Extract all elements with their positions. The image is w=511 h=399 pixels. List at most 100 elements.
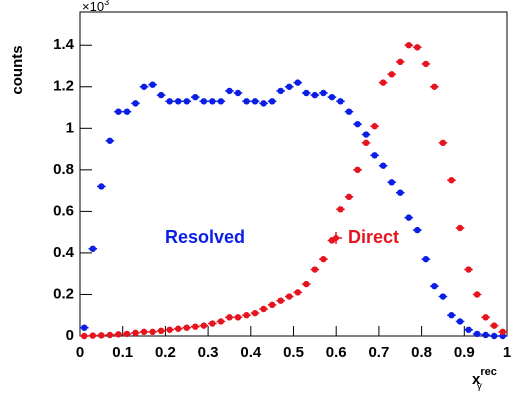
data-point [405,42,412,49]
data-point [192,323,199,330]
data-point [200,322,208,329]
x-tick-label: 0.8 [411,344,432,361]
data-point [81,324,88,331]
x-tick-label: 0.4 [240,344,262,361]
series-label: Direct [348,227,399,247]
x-tick-label: 0.9 [454,344,475,361]
y-tick-label: 0.6 [53,202,74,219]
data-point [234,89,242,97]
data-point [337,98,344,105]
x-tick-label: 0.6 [326,344,347,361]
data-point [490,332,498,340]
data-point [431,282,438,290]
x-label-sup: rec [480,366,497,378]
data-point [311,266,319,273]
data-point [234,314,242,321]
data-point [277,87,284,95]
data-point [320,255,327,263]
data-point [183,324,190,331]
data-point [448,312,455,319]
data-point [388,179,395,186]
data-point [98,332,105,339]
data-point [456,318,464,325]
data-point [175,325,182,332]
x-label-sub: γ [477,381,482,392]
y-tick-label: 0 [66,327,74,344]
data-point [379,79,387,86]
data-point [140,328,148,336]
data-point [328,93,336,101]
data-point [303,89,310,97]
data-point [106,137,114,144]
data-point [115,331,122,338]
data-point [431,83,438,90]
y-tick-label: 0.8 [53,161,74,178]
y-scale: ×103 [82,0,109,14]
data-point [286,83,293,90]
data-point [388,71,395,78]
x-axis-label: xrec γ [472,366,497,392]
data-point [123,330,131,338]
data-point [303,280,310,288]
data-point [422,255,430,263]
x-tick-label: 0.7 [368,344,389,361]
data-point [422,60,430,68]
data-point [149,81,156,88]
data-point [294,289,301,296]
x-label-main: x [472,371,481,388]
data-point [81,332,88,340]
data-point [362,139,370,147]
frame [79,11,508,337]
data-point [490,322,498,329]
y-tick-label: 1.2 [53,78,74,95]
x-tick-label: 0.1 [112,344,133,361]
data-point [243,312,250,319]
data-point [251,309,259,317]
y-scale-exponent: 3 [104,0,109,7]
data-point [268,301,276,309]
data-point [251,98,259,105]
y-tick-label: 1 [66,119,74,136]
data-point [397,58,404,66]
y-tick-label: 0.2 [53,285,74,302]
data-point [448,177,455,184]
data-point [217,318,225,325]
data-point [354,166,361,174]
data-point [465,326,472,333]
data-point [379,162,387,169]
data-point [277,297,284,304]
data-point [465,266,472,273]
data-point [345,193,353,201]
data-point [260,305,267,313]
data-point [140,83,148,90]
data-point [482,331,489,339]
data-point [473,330,481,338]
y-tick-label: 1.4 [53,36,75,53]
data-point [175,98,182,105]
data-point [345,108,353,115]
data-point [209,98,216,105]
data-point [226,314,233,321]
data-point [499,328,506,336]
data-point [286,293,293,300]
data-point [482,314,489,321]
y-scale-base: ×10 [82,0,104,14]
x-tick-label: 1 [503,344,511,361]
data-point [209,320,216,327]
legend-marker [333,235,339,241]
data-point [166,98,173,105]
data-point [414,44,421,51]
data-point [123,108,131,115]
data-point [98,183,105,190]
x-tick-label: 0.2 [155,344,176,361]
data-point [115,108,122,115]
data-point [192,93,199,101]
data-point [362,131,370,138]
data-point [132,329,139,337]
data-point [89,332,97,339]
data-point [226,87,233,95]
x-tick-label: 0 [76,344,84,361]
data-point [166,326,173,333]
data-point [106,331,114,339]
data-point [294,79,301,86]
